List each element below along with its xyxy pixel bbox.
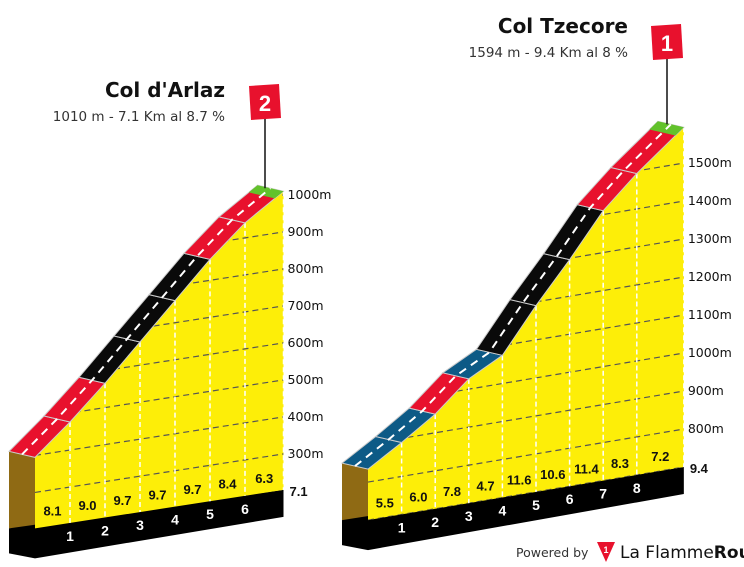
altitude-label: 500m [288,372,324,387]
km-label: 7 [599,486,607,502]
brand-name: La FlammeRouge [620,543,744,563]
gradient-label: 11.4 [574,461,599,476]
side-block [342,463,368,521]
climb-profile-col-darlaz: Col d'Arlaz 1010 m - 7.1 Km al 8.7 % 8.1… [8,78,332,559]
gradient-label: 9.7 [113,493,131,508]
rank-flag [651,24,683,60]
km-label: 1 [398,519,406,535]
grid-line [35,416,284,457]
grid-line [368,428,684,483]
gradient-label: 9.7 [148,487,166,502]
base-band [342,467,684,551]
grid-line [368,390,684,445]
km-label: 1 [66,528,74,544]
gradient-label: 9.7 [183,482,201,497]
altitude-label: 800m [688,421,724,436]
gradient-label: 11.6 [507,473,532,488]
km-label: 4 [499,503,507,519]
km-label: 5 [532,497,540,513]
brand-name-bold: Rouge [714,543,744,563]
gradient-label: 9.0 [78,498,96,513]
gradient-label: 10.6 [540,467,565,482]
altitude-label: 300m [288,446,324,461]
grid-line [35,453,284,494]
rank-flag-number: 2 [259,91,271,116]
gradient-label: 7.8 [443,484,461,499]
km-label: 3 [465,508,473,524]
brand-name-regular: La Flamme [620,543,714,563]
altitude-label: 1000m [288,187,332,202]
gradient-label: 8.3 [611,456,629,471]
climb-subtitle: 1010 m - 7.1 Km al 8.7 % [53,109,225,125]
gradient-label: 6.3 [255,471,273,486]
flamme-rouge-logo-mark: 1 [603,545,608,555]
km-label: 8 [633,480,641,496]
gradient-label: 5.5 [376,495,394,510]
climb-title: Col d'Arlaz [105,78,225,102]
altitude-label: 900m [688,383,724,398]
km-label: 5 [206,506,214,522]
summit-cap [248,185,284,199]
powered-by: Powered by 1 La FlammeRouge [516,542,744,563]
climb-profile-col-tzecore: Col Tzecore 1594 m - 9.4 Km al 8 % 5.5 6.… [340,14,732,551]
altitude-label: 1500m [688,155,732,170]
climb-subtitle: 1594 m - 9.4 Km al 8 % [469,45,629,61]
altitude-label: 800m [288,261,324,276]
total-distance-label: 7.1 [290,484,308,499]
powered-by-label: Powered by [516,545,589,560]
rank-flag [249,84,281,120]
km-label: 6 [241,501,249,517]
profile-area [35,191,284,529]
side-block [9,451,35,529]
gradient-label: 6.0 [409,490,427,505]
altitude-label: 1000m [688,345,732,360]
km-label: 4 [171,512,179,528]
altitude-label: 600m [288,335,324,350]
km-label: 2 [431,514,439,530]
total-distance-label: 9.4 [690,461,709,476]
km-label: 3 [136,517,144,533]
road-centerline [21,187,272,456]
base-band [9,489,284,559]
gradient-label: 8.1 [43,504,61,519]
rank-flag-number: 1 [661,31,673,56]
altitude-label: 400m [288,409,324,424]
gradient-label: 8.4 [218,476,237,491]
altitude-label: 1100m [688,307,732,322]
altitude-label: 1200m [688,269,732,284]
altitude-label: 1400m [688,193,732,208]
altitude-label: 1300m [688,231,732,246]
flamme-rouge-logo-icon [597,542,615,562]
altitude-label: 900m [288,224,324,239]
gradient-label: 4.7 [477,478,495,493]
profile-area [368,127,684,521]
climb-title: Col Tzecore [498,14,628,38]
gradient-label: 7.2 [651,449,669,464]
altitude-label: 700m [288,298,324,313]
km-label: 6 [566,491,574,507]
km-label: 2 [101,522,109,538]
